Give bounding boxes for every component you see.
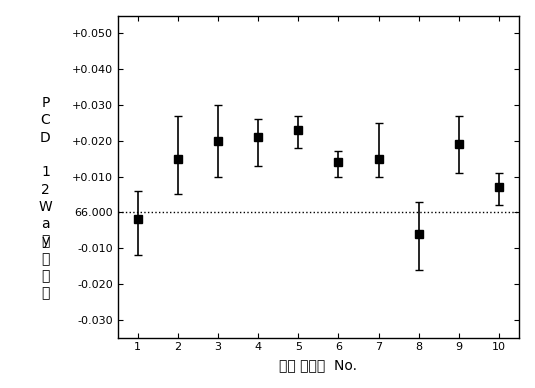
Text: P
C
D

1
2
W
a
y: P C D 1 2 W a y [39, 96, 52, 248]
X-axis label: 최종 시작품  No.: 최종 시작품 No. [279, 358, 357, 372]
Text: 외
경
공
차: 외 경 공 차 [41, 234, 50, 300]
